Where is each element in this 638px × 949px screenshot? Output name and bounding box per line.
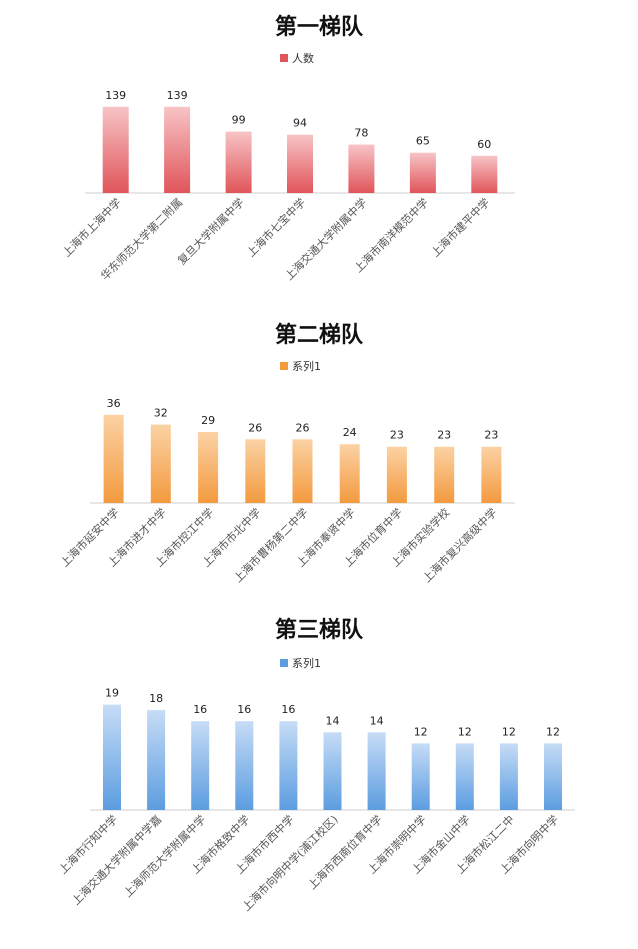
bar [292,439,313,503]
x-tick-label: 上海市建平中学 [428,195,492,259]
bar [481,446,502,503]
data-label: 14 [370,714,384,727]
bar [499,743,518,810]
chart-tier-1: 第一梯队 人数 139 上海市上海中学 139 华东师范大学第二附属 99 复旦大学附属中学 9… [0,0,638,300]
bar [348,144,375,193]
legend-label: 人数 [292,52,314,65]
bar [411,743,430,810]
legend-swatch [280,362,288,370]
data-label: 16 [237,703,251,716]
data-label: 18 [149,692,163,705]
bar [147,710,166,810]
bar [102,106,129,193]
x-tick-label: 上海市七宝中学 [244,195,308,259]
data-label: 24 [343,426,357,439]
chart-title: 第三梯队 [275,617,364,643]
legend-label: 系列1 [292,359,321,373]
chart-tier-3-svg: 第三梯队系列119上海市行知中学18上海交通大学附属中学嘉16上海师范大学附属中… [56,617,575,914]
chart-tier-3: 第三梯队 系列1 19 上海市行知中学 18 上海交通大学附属中学嘉 16 上海师范大学附属中… [0,610,638,949]
bar [150,424,171,503]
bar [191,721,210,810]
data-label: 139 [105,89,126,102]
data-label: 36 [107,397,121,410]
chart-tier-2: 第二梯队 系列1 36 上海市延安中学 32 上海市进才中学 29 上海市控江中学 26 上海市市… [0,310,638,610]
data-label: 19 [105,687,119,700]
bar [235,721,254,810]
x-tick-label: 上海交通大学附属中学嘉 [69,812,164,907]
data-label: 23 [390,429,404,442]
bar [471,155,498,193]
bar [367,732,386,810]
bar [198,432,219,503]
data-label: 12 [502,725,516,738]
legend: 人数 [280,52,314,65]
chart-tier-2-svg: 第二梯队系列136上海市延安中学32上海市进才中学29上海市控江中学26上海市市… [57,322,515,585]
chart-tier-1-svg: 第一梯队人数139上海市上海中学139华东师范大学第二附属99复旦大学附属中学9… [59,14,515,283]
bar [323,732,342,810]
x-tick-label: 上海市西南位育中学 [305,812,385,892]
bar [279,721,298,810]
data-label: 94 [293,117,307,130]
bar [287,134,313,193]
bar [103,414,124,503]
bar [434,446,455,503]
data-label: 12 [458,725,472,738]
data-label: 60 [477,138,491,151]
data-label: 65 [416,135,430,148]
data-label: 139 [167,89,188,102]
data-label: 16 [193,703,207,716]
legend: 系列1 [280,359,321,373]
bar [386,446,407,503]
x-tick-label: 复旦大学附属中学 [175,195,247,267]
data-label: 23 [437,429,451,442]
legend: 系列1 [280,656,321,670]
bar [339,444,360,503]
data-label: 26 [248,421,262,434]
data-label: 78 [354,127,368,140]
data-label: 29 [201,414,215,427]
chart-title: 第二梯队 [275,322,364,348]
data-label: 16 [281,703,295,716]
chart-title: 第一梯队 [275,14,364,40]
data-label: 23 [484,429,498,442]
legend-swatch [280,659,288,667]
bar [409,152,436,193]
legend-swatch [280,54,288,62]
x-tick-label: 上海市上海中学 [59,195,123,259]
bar [103,704,121,810]
data-label: 12 [546,725,560,738]
data-label: 26 [296,421,310,434]
bar [245,439,266,503]
data-label: 12 [414,725,428,738]
legend-label: 系列1 [292,656,321,670]
bar [164,106,191,193]
data-label: 99 [232,114,246,127]
bar [455,743,474,810]
data-label: 32 [154,407,168,420]
data-label: 14 [326,714,340,727]
bar [225,131,252,193]
bar [544,743,562,810]
x-tick-label: 上海师范大学附属中学 [121,812,209,900]
